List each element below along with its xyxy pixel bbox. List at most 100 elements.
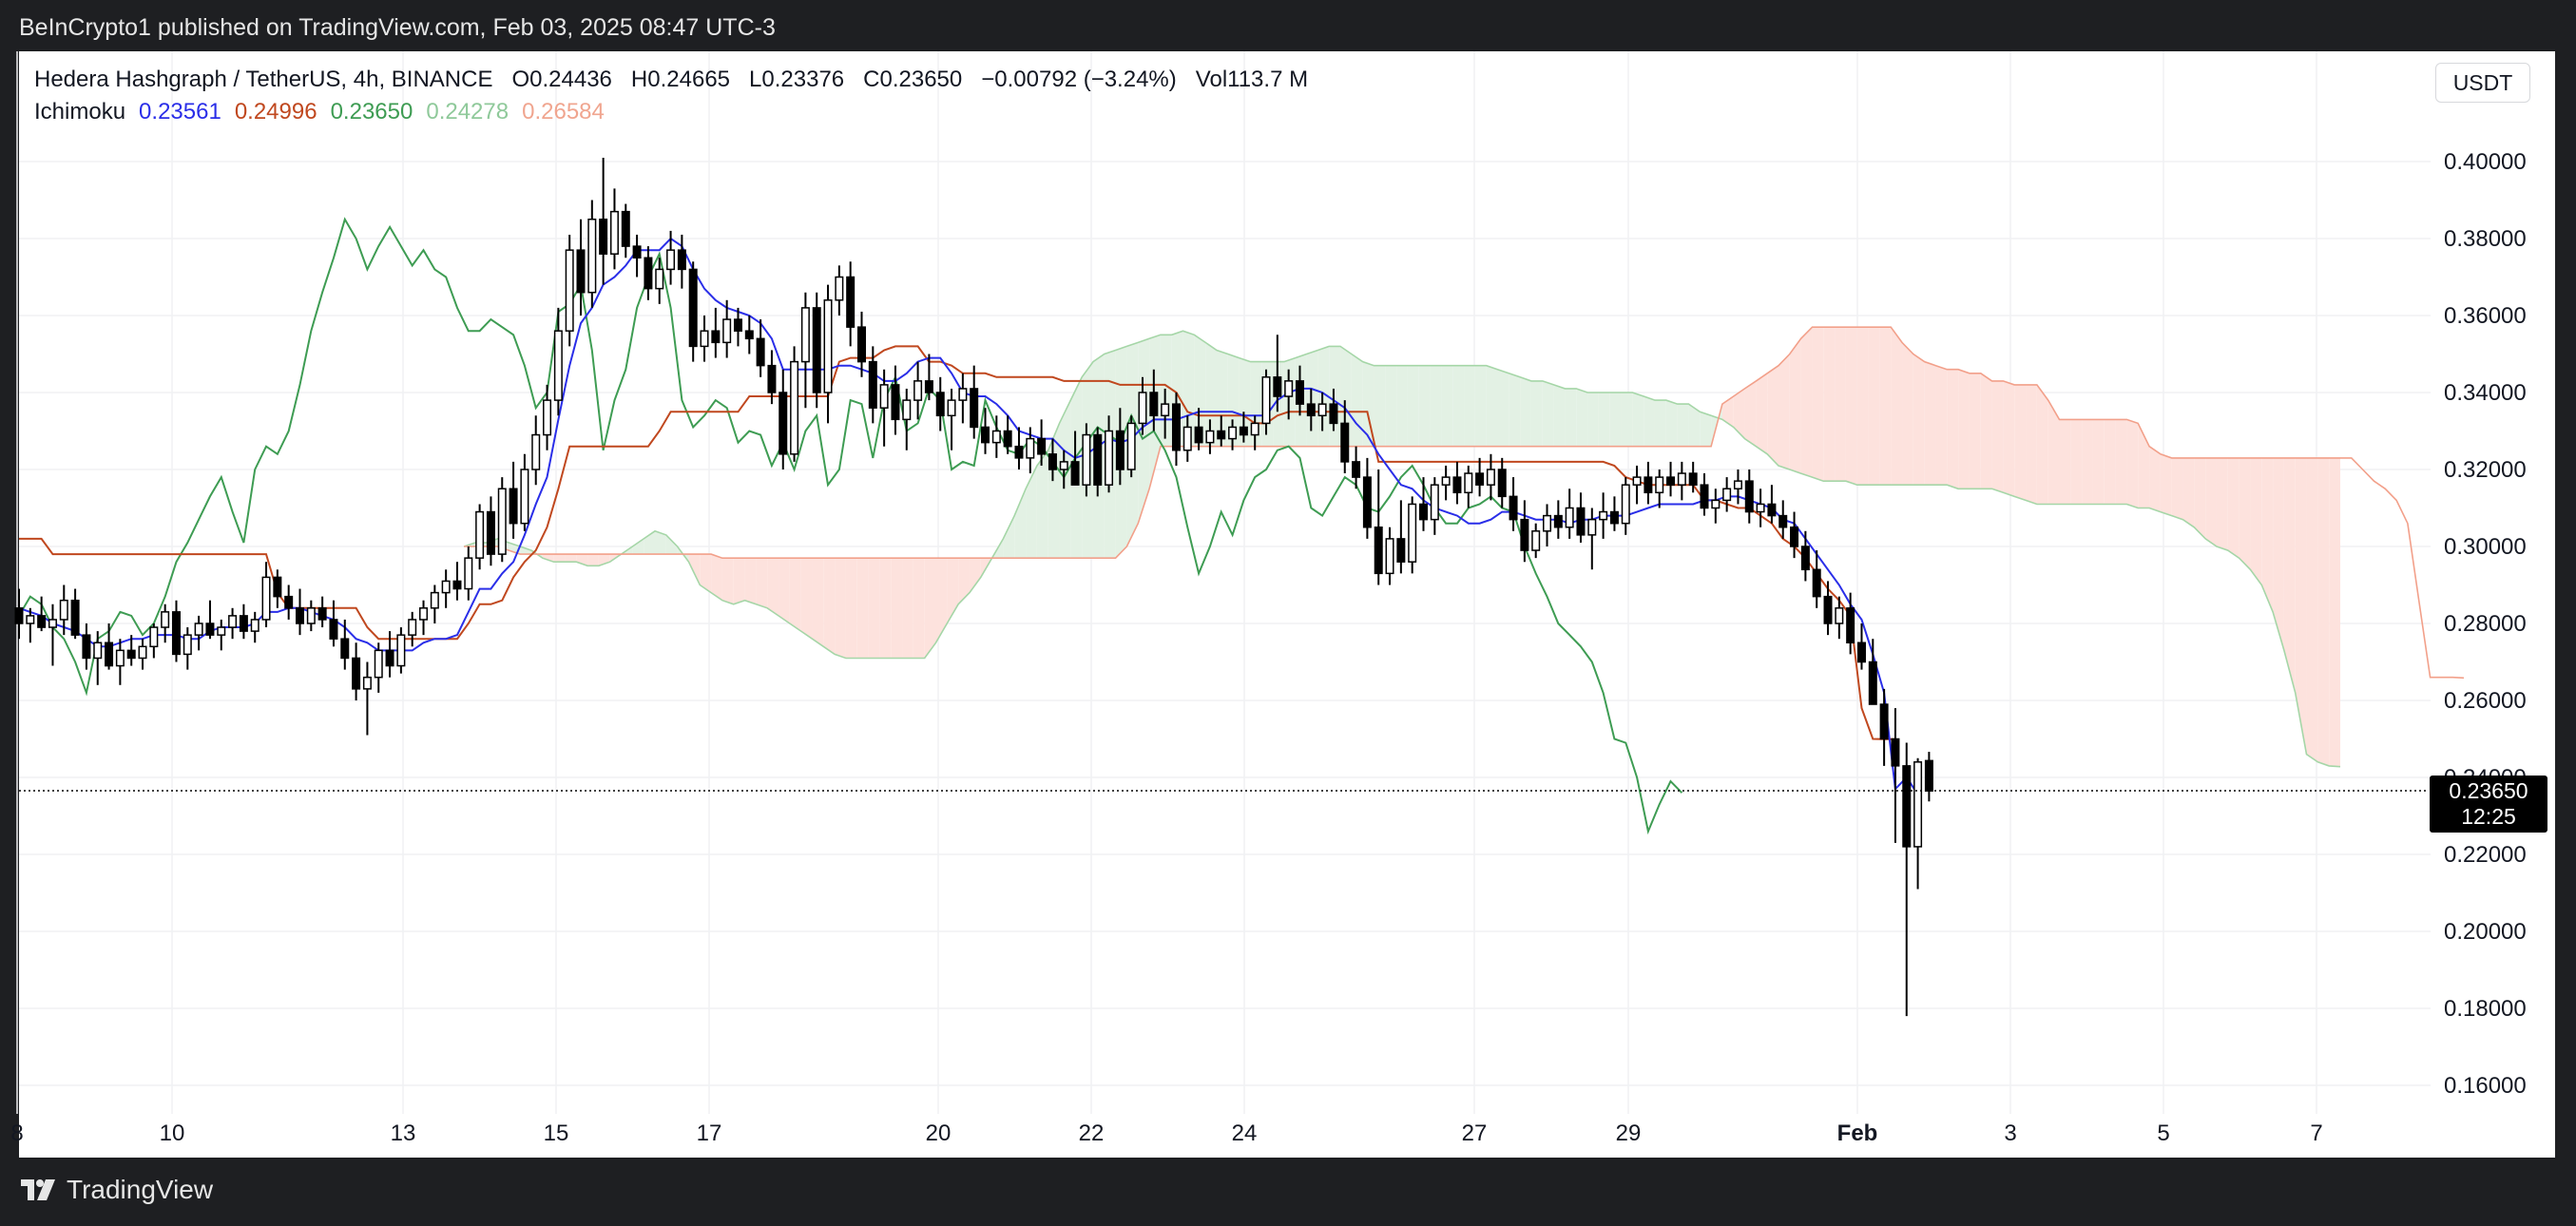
candle-up — [1317, 393, 1327, 431]
candle-body — [464, 557, 473, 590]
cloud-segment — [655, 530, 666, 555]
candle-up — [700, 316, 709, 362]
candle-up — [531, 415, 541, 486]
time-tick-label: 22 — [1079, 1121, 1105, 1146]
candle-body — [857, 326, 866, 363]
candle-down — [812, 292, 821, 409]
candle-down — [1497, 457, 1507, 508]
candle-body — [700, 330, 709, 348]
cloud-segment — [756, 558, 768, 608]
candle-body — [93, 642, 103, 660]
time-tick-label: 5 — [2157, 1121, 2169, 1146]
volume-value: Vol113.7 M — [1195, 67, 1309, 92]
candle-body — [835, 276, 844, 301]
candle-body — [666, 249, 676, 271]
candle-up — [1677, 461, 1686, 501]
candle-down — [935, 376, 945, 431]
candle-body — [1868, 661, 1877, 705]
cloud-segment — [2295, 457, 2307, 755]
cloud-segment — [2026, 384, 2037, 505]
symbol-name[interactable]: Hedera Hashgraph / TetherUS, 4h, BINANCE — [34, 67, 493, 92]
candle-down — [868, 346, 877, 424]
candle-up — [1486, 453, 1495, 501]
cloud-segment — [1520, 376, 1531, 447]
candle-up — [1756, 488, 1765, 527]
cloud-segment — [1036, 450, 1048, 559]
candle-down — [756, 319, 765, 377]
candle-up — [1733, 469, 1742, 505]
candle-down — [1520, 500, 1529, 563]
candle-down — [1790, 511, 1799, 559]
candle-body — [1509, 495, 1518, 521]
tradingview-logo[interactable]: TradingView — [21, 1175, 213, 1205]
candle-body — [991, 430, 1001, 444]
candle-down — [1609, 496, 1619, 531]
candle-body — [149, 626, 159, 648]
cloud-segment — [1789, 338, 1801, 474]
candle-down — [1306, 388, 1316, 431]
candle-down — [1879, 688, 1889, 766]
candle-down — [1048, 438, 1057, 482]
candle-body — [385, 649, 394, 667]
candle-body — [441, 580, 451, 594]
cloud-segment — [845, 558, 857, 659]
candle-down — [171, 600, 181, 662]
candle-up — [1161, 388, 1170, 439]
candle-down — [1115, 408, 1125, 486]
candle-body — [1722, 488, 1732, 502]
price-tick-label: 0.26000 — [2444, 688, 2527, 714]
candle-body — [250, 619, 260, 632]
candle-body — [1115, 430, 1125, 470]
candle-body — [1644, 476, 1653, 494]
cloud-segment — [947, 558, 959, 623]
candle-down — [576, 219, 586, 316]
cloud-segment — [1283, 357, 1296, 447]
last-price-label: 0.23650 12:25 — [2430, 776, 2547, 833]
candle-down — [1688, 461, 1698, 493]
candle-down — [239, 603, 248, 640]
candle-down — [1352, 446, 1361, 489]
candle-down — [1475, 457, 1485, 497]
cloud-segment — [1486, 365, 1498, 447]
candle-body — [37, 615, 47, 628]
cloud-segment — [1542, 380, 1554, 447]
candle-up — [1205, 419, 1215, 454]
candle-body — [138, 645, 147, 660]
cloud-segment — [1800, 327, 1813, 478]
cloud-segment — [1924, 361, 1936, 486]
candle-up — [1059, 450, 1068, 489]
candle-down — [1744, 469, 1754, 524]
candle-body — [217, 626, 226, 636]
candle-body — [587, 219, 597, 294]
candle-body — [1070, 461, 1080, 486]
currency-button[interactable]: USDT — [2435, 63, 2530, 103]
cloud-segment — [2014, 384, 2027, 501]
cloud-segment — [958, 558, 970, 604]
cloud-segment — [2104, 419, 2116, 505]
change-value: −0.00792 (−3.24%) — [981, 67, 1177, 92]
cloud-segment — [1565, 388, 1577, 447]
cloud-segment — [1530, 380, 1543, 447]
cloud-segment — [1845, 327, 1857, 486]
candle-body — [497, 488, 507, 555]
cloud-segment — [2194, 457, 2206, 539]
candle-down — [1171, 393, 1181, 466]
candle-down — [1014, 427, 1024, 469]
indicator-legend: Ichimoku 0.23561 0.24996 0.23650 0.24278… — [34, 99, 605, 125]
cloud-segment — [1856, 327, 1869, 486]
candle-body — [509, 488, 518, 525]
candle-body — [599, 219, 608, 255]
candle-up — [1565, 488, 1574, 539]
chart-panel[interactable] — [19, 51, 2555, 1158]
candle-up — [902, 388, 912, 450]
candle-body — [1105, 430, 1114, 486]
candle-down — [632, 234, 642, 278]
candle-body — [1295, 380, 1304, 405]
publisher-bar: BeInCrypto1 published on TradingView.com… — [0, 0, 2576, 51]
time-tick-label: 29 — [1616, 1121, 1642, 1146]
indicator-name[interactable]: Ichimoku — [34, 99, 126, 125]
candle-up — [1655, 469, 1664, 508]
candle-body — [1553, 514, 1563, 528]
price-tick-label: 0.28000 — [2444, 611, 2527, 637]
